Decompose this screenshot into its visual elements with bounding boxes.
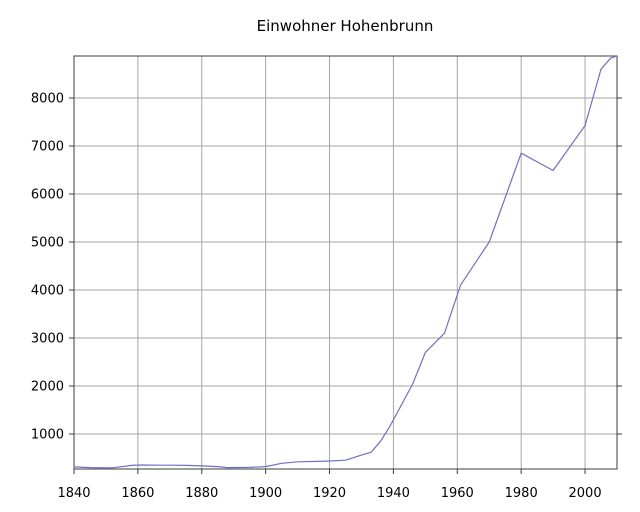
- x-tick-label: 1980: [505, 486, 538, 501]
- y-axis-labels: 1000 2000 3000 4000 5000 6000 7000 8000: [31, 92, 64, 443]
- y-tick-label: 1000: [31, 428, 64, 443]
- y-tick-label: 7000: [31, 140, 64, 155]
- chart-title: Einwohner Hohenbrunn: [257, 17, 434, 35]
- x-tick-label: 1840: [57, 486, 90, 501]
- y-tick-label: 8000: [31, 92, 64, 107]
- x-tick-label: 1880: [185, 486, 218, 501]
- y-tick-label: 4000: [31, 284, 64, 299]
- x-tick-label: 2000: [569, 486, 602, 501]
- y-tick-label: 3000: [31, 332, 64, 347]
- y-tick-label: 5000: [31, 236, 64, 251]
- x-axis-labels: 1840 1860 1880 1900 1920 1940 1960 1980 2000: [57, 486, 601, 501]
- y-tick-label: 2000: [31, 380, 64, 395]
- plot-frame: [73, 55, 618, 470]
- y-tick-label: 6000: [31, 188, 64, 203]
- x-tick-label: 1940: [377, 486, 410, 501]
- grid-lines: [73, 56, 617, 469]
- axis-ticks: [69, 97, 622, 474]
- x-tick-label: 1960: [441, 486, 474, 501]
- x-tick-label: 1920: [313, 486, 346, 501]
- x-tick-label: 1900: [249, 486, 282, 501]
- x-tick-label: 1860: [121, 486, 154, 501]
- population-line: [73, 55, 618, 469]
